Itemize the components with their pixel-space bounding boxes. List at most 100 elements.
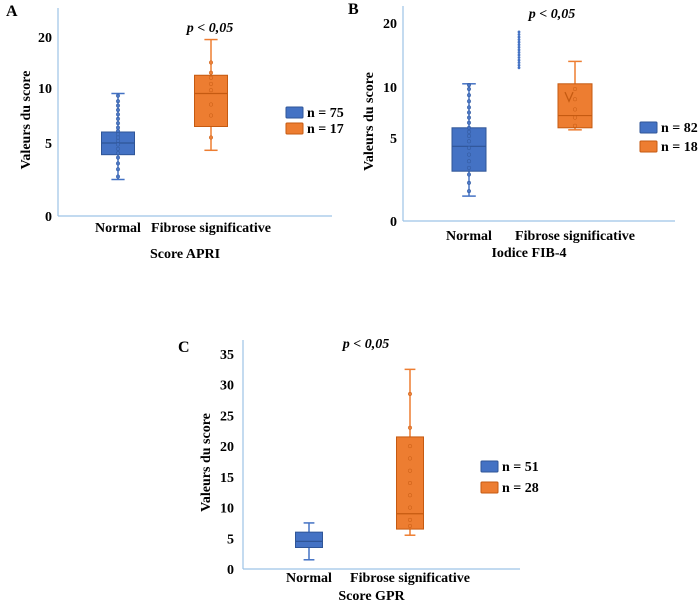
- y-tick-label: 5: [45, 137, 52, 152]
- data-point: [572, 97, 578, 102]
- data-point: [466, 133, 472, 139]
- data-point: [115, 167, 121, 172]
- data-point: [407, 456, 413, 461]
- panel-label: B: [348, 1, 359, 18]
- data-point: [115, 99, 121, 104]
- outlier-point: [517, 33, 521, 36]
- data-point: [115, 116, 121, 121]
- y-tick-label: 25: [220, 409, 234, 424]
- data-point: [208, 135, 214, 140]
- data-point: [115, 107, 121, 113]
- data-point: [115, 93, 121, 98]
- data-point: [466, 152, 472, 157]
- p-value-annotation: p < 0,05: [186, 21, 233, 36]
- data-point: [572, 107, 578, 112]
- data-point: [466, 99, 472, 104]
- box-normal: [101, 92, 135, 181]
- x-axis-label: Score APRI: [150, 247, 220, 262]
- outlier-point: [517, 43, 521, 47]
- y-axis-label: Valeurs du score: [362, 72, 377, 171]
- data-point: [407, 444, 413, 449]
- data-point: [407, 480, 413, 486]
- x-category-label: Normal: [95, 221, 141, 236]
- box-normal: [451, 30, 521, 197]
- legend-label: n = 17: [307, 122, 344, 137]
- p-value-annotation: p < 0,05: [528, 7, 575, 22]
- data-point: [115, 174, 121, 179]
- legend-label: n = 28: [502, 481, 539, 496]
- outlier-point: [517, 56, 521, 59]
- data-point: [115, 112, 121, 117]
- data-point: [208, 88, 214, 93]
- data-point: [466, 115, 472, 120]
- y-tick-label: 5: [227, 532, 234, 547]
- x-category-label: Normal: [446, 229, 492, 244]
- panel-c: C 0 5 10 15 20 25 30 35 Valeurs du score p < 0,05 N…: [178, 337, 539, 604]
- box-fibrose: [194, 38, 228, 152]
- data-point: [466, 159, 472, 164]
- data-point: [407, 493, 413, 498]
- y-tick-label: 10: [220, 502, 234, 517]
- legend-swatch: [285, 122, 304, 135]
- panel-label: C: [178, 339, 190, 356]
- legend-label: n = 51: [502, 460, 539, 475]
- box-normal: [295, 522, 323, 561]
- y-tick-label: 35: [220, 348, 234, 363]
- data-point: [208, 113, 214, 118]
- data-point: [572, 115, 578, 120]
- outlier-point: [517, 35, 521, 39]
- arrow-marker: [564, 91, 574, 103]
- outlier-point: [517, 40, 521, 44]
- y-tick-label: 0: [45, 210, 52, 225]
- outlier-point: [517, 30, 521, 34]
- data-point: [208, 70, 214, 75]
- data-point: [466, 110, 472, 115]
- outlier-point: [517, 51, 521, 54]
- data-point: [115, 161, 121, 166]
- outlier-point: [517, 48, 521, 52]
- outlier-point: [517, 61, 521, 65]
- y-tick-label: 20: [220, 440, 234, 455]
- data-point: [407, 505, 413, 510]
- data-point: [115, 103, 121, 108]
- legend-label: n = 18: [661, 140, 698, 155]
- data-point: [466, 165, 472, 170]
- y-tick-label: 20: [383, 17, 397, 32]
- data-point: [407, 523, 413, 529]
- data-point: [466, 189, 472, 194]
- outlier-point: [517, 53, 521, 57]
- data-point: [115, 142, 121, 147]
- data-point: [466, 139, 472, 144]
- panel-label: A: [6, 3, 18, 20]
- x-category-label: Fibrose significative: [515, 229, 635, 244]
- data-point: [115, 155, 121, 160]
- data-point: [466, 86, 472, 92]
- data-point: [466, 83, 472, 88]
- x-axis-label: Score GPR: [338, 589, 405, 604]
- data-point: [407, 468, 413, 473]
- data-point: [208, 81, 214, 86]
- legend-swatch: [639, 121, 658, 134]
- y-tick-label: 10: [38, 82, 52, 97]
- y-tick-label: 5: [390, 132, 397, 147]
- outlier-point: [517, 66, 521, 70]
- x-axis-label: Iodice FIB-4: [491, 246, 566, 261]
- data-point: [115, 125, 121, 130]
- data-point: [572, 123, 578, 128]
- legend-swatch: [480, 460, 499, 473]
- p-value-annotation: p < 0,05: [342, 337, 389, 352]
- box-fibrose: [396, 368, 424, 536]
- outlier-point: [517, 38, 521, 42]
- data-point: [208, 75, 214, 80]
- data-point: [407, 425, 413, 430]
- panel-a: A 0 5 10 20 Valeurs du score p < 0,05 Normal Fib…: [6, 3, 344, 262]
- data-point: [466, 129, 472, 134]
- legend-label: n = 82: [661, 121, 698, 136]
- x-category-label: Fibrose significative: [151, 221, 271, 236]
- data-point: [115, 151, 121, 156]
- data-point: [407, 517, 413, 522]
- box-fibrose: [557, 60, 593, 131]
- y-tick-label: 10: [383, 81, 397, 96]
- data-point: [208, 60, 214, 65]
